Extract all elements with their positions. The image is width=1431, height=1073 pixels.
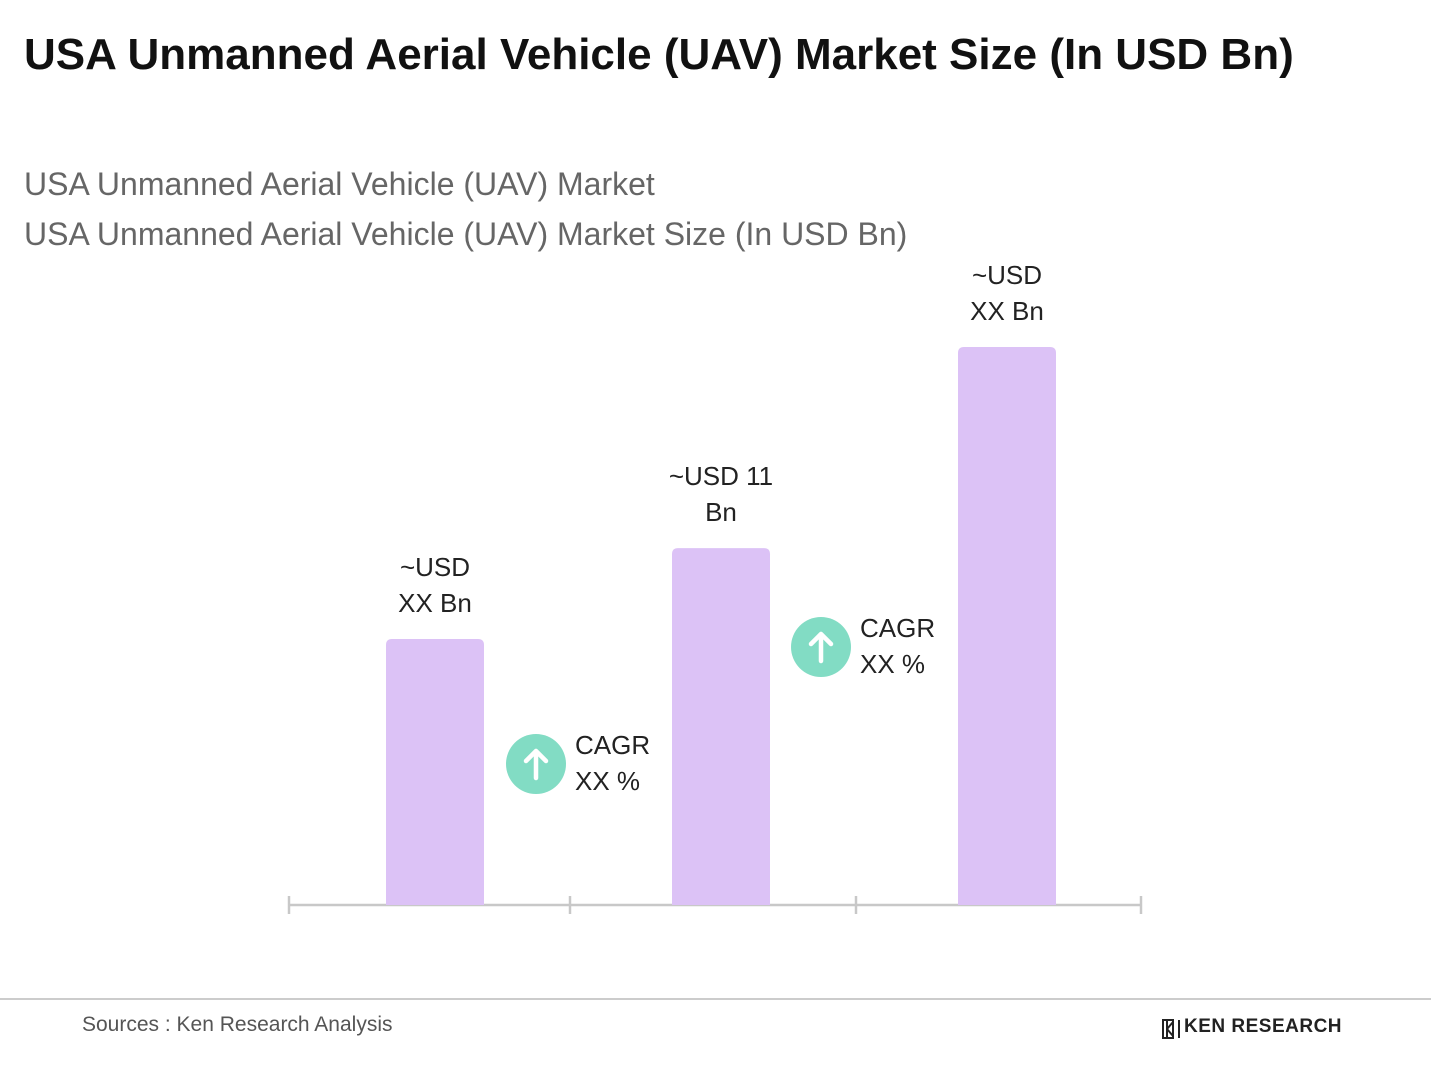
cagr-arrow [808, 631, 834, 664]
subtitle: USA Unmanned Aerial Vehicle (UAV) Market… [24, 216, 908, 252]
subtitle: USA Unmanned Aerial Vehicle (UAV) Market [24, 166, 655, 202]
logo-text: KEN RESEARCH [1184, 1016, 1343, 1037]
logo-icon [1162, 1019, 1180, 1039]
data-label: ~USD XX Bn [970, 260, 1044, 326]
cagr-icon [791, 617, 851, 677]
bar [386, 638, 484, 905]
data-label: ~USD XX Bn [398, 551, 472, 618]
bar [672, 548, 770, 905]
cagr-arrow [523, 748, 549, 781]
chart-title: USA Unmanned Aerial Vehicle (UAV) Market… [24, 30, 1294, 79]
source: Sources : Ken Research Analysis [82, 1013, 393, 1036]
cagr-label: CAGR XX % [575, 730, 651, 796]
cagr-icon [506, 734, 566, 794]
bar [958, 347, 1056, 905]
data-label: ~USD 11 Bn [668, 461, 774, 528]
cagr-label: CAGR XX % [860, 613, 936, 679]
